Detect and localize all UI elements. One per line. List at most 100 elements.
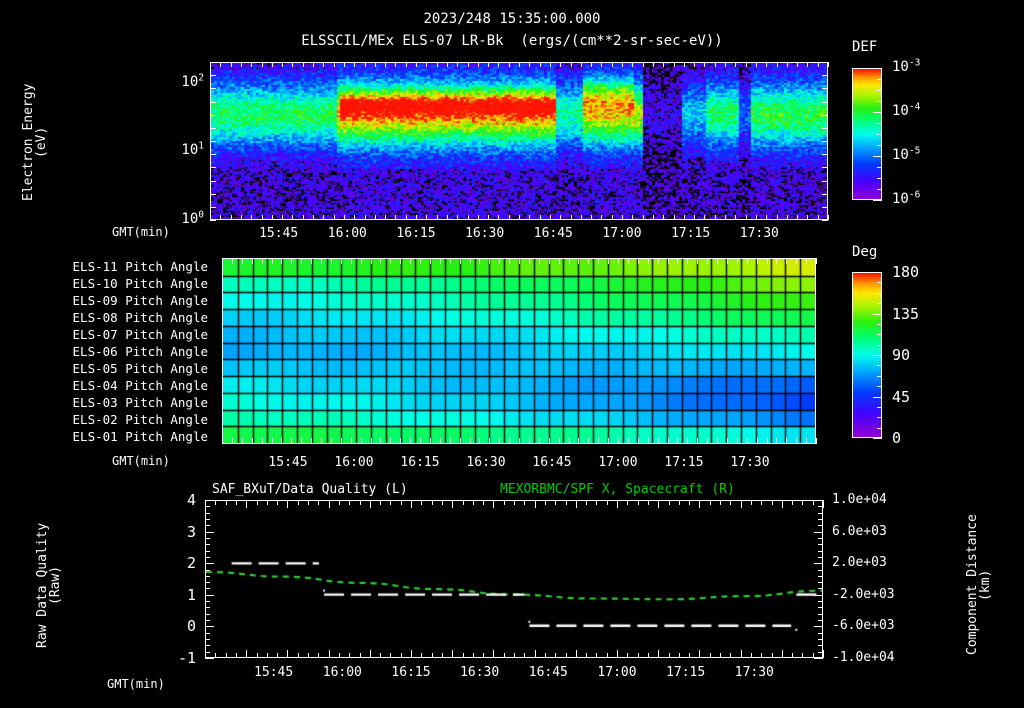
pitch-angle-xtick-label: 16:15 — [400, 455, 440, 470]
timeseries-xlabel: GMT(min) — [107, 677, 165, 691]
timeseries-xtick-label: 15:45 — [254, 665, 294, 680]
colorbar-tick — [877, 282, 882, 284]
spectrogram-xtick-label: 16:30 — [465, 226, 505, 241]
colorbar-tick — [877, 406, 882, 408]
axis-tick — [822, 220, 828, 221]
timeseries-canvas — [206, 501, 822, 657]
pitch-angle-row-label: ELS-07 Pitch Angle — [72, 327, 208, 343]
spectrogram-xtick-label: 16:15 — [396, 226, 436, 241]
colorbar-tick — [873, 112, 882, 113]
pitch-angle-canvas — [223, 259, 815, 443]
axis-tick — [814, 658, 823, 659]
pitch-angle-row-label: ELS-04 Pitch Angle — [72, 377, 208, 393]
timeseries-ytick-label-right: 6.0e+03 — [832, 523, 887, 539]
pitch-angle-row-label: ELS-10 Pitch Angle — [72, 276, 208, 292]
colorbar-tick — [877, 344, 882, 346]
pitch-angle-xtick-label: 17:15 — [664, 455, 704, 470]
spectrogram-plot[interactable] — [210, 62, 828, 220]
deg-colorbar-tick-label: 0 — [892, 429, 902, 447]
colorbar-tick — [877, 134, 882, 135]
timeseries-ytick-label-left: 2 — [186, 554, 196, 573]
axis-tick — [828, 215, 829, 220]
timeseries-xtick-label: 17:00 — [597, 665, 637, 680]
colorbar-tick — [877, 334, 882, 336]
axis-tick — [210, 220, 216, 221]
pitch-angle-xlabel: GMT(min) — [112, 454, 170, 468]
spectrogram-xtick-label: 17:00 — [602, 226, 642, 241]
axis-tick — [823, 500, 824, 508]
timeseries-ytick-label-left: -1 — [177, 649, 196, 667]
def-colorbar-tick-label: 10-3 — [892, 57, 921, 75]
colorbar-tick — [877, 375, 882, 377]
colorbar-tick — [873, 438, 882, 439]
colorbar-tick — [873, 313, 882, 315]
def-colorbar[interactable] — [852, 68, 882, 200]
spectrogram-ytick-label: 100 — [181, 209, 204, 227]
page-title: 2023/248 15:35:00.000 — [423, 11, 601, 27]
deg-colorbar-tick-label: 45 — [892, 387, 911, 406]
timeseries-ytick-label-right: -1.0e+04 — [832, 650, 895, 665]
timeseries-ytick-label-right: -2.0e+03 — [832, 586, 895, 602]
page-subtitle: ELSSCIL/MEx ELS-07 LR-Bk (ergs/(cm**2-sr… — [301, 33, 723, 49]
spectrogram-ylabel: Electron Energy (eV) — [21, 83, 49, 201]
axis-tick — [816, 438, 817, 444]
colorbar-tick — [877, 178, 882, 179]
colorbar-tick — [873, 68, 882, 69]
def-colorbar-ticks — [852, 68, 882, 201]
colorbar-tick — [873, 156, 882, 157]
colorbar-tick — [877, 90, 882, 91]
colorbar-tick — [877, 417, 882, 419]
colorbar-tick — [873, 200, 882, 201]
pitch-angle-xtick-label: 17:30 — [730, 455, 770, 470]
pitch-angle-row-label: ELS-03 Pitch Angle — [72, 394, 208, 410]
spectrogram-xtick-label: 16:45 — [533, 226, 573, 241]
pitch-angle-row-label: ELS-06 Pitch Angle — [72, 344, 208, 359]
timeseries-ytick-label-right: 1.0e+04 — [832, 492, 887, 507]
spectrogram-xlabel: GMT(min) — [112, 225, 170, 239]
colorbar-tick — [877, 101, 882, 102]
timeseries-xtick-label: 17:15 — [666, 665, 706, 680]
pitch-angle-row-label: ELS-01 Pitch Angle — [72, 428, 208, 444]
pitch-angle-row-label: ELS-02 Pitch Angle — [72, 411, 208, 427]
spectrogram-xtick-label: 17:15 — [671, 226, 711, 241]
spectrogram-ytick-label: 101 — [181, 140, 204, 159]
colorbar-tick — [877, 386, 882, 388]
def-colorbar-title: DEF — [852, 39, 878, 55]
timeseries-xtick-label: 16:45 — [528, 665, 568, 680]
timeseries-ytick-label-left: 3 — [186, 522, 196, 541]
pitch-angle-xtick-label: 15:45 — [268, 455, 308, 470]
timeseries-xtick-label: 17:30 — [734, 665, 774, 680]
timeseries-ytick-label-right: 2.0e+03 — [832, 555, 887, 571]
def-colorbar-tick-label: 10-6 — [892, 189, 921, 207]
timeseries-ytick-label-left: 1 — [186, 585, 196, 604]
timeseries-xtick-label: 16:00 — [322, 665, 362, 680]
def-colorbar-tick-label: 10-4 — [892, 101, 921, 119]
spectrogram-ytick-label: 102 — [181, 71, 204, 90]
deg-colorbar-title: Deg — [852, 244, 878, 260]
colorbar-tick — [877, 145, 882, 146]
pitch-angle-xtick-label: 16:30 — [466, 455, 506, 470]
pitch-angle-row-label: ELS-08 Pitch Angle — [72, 310, 208, 326]
deg-colorbar-tick-label: 180 — [892, 263, 920, 281]
colorbar-tick — [873, 396, 882, 398]
pitch-angle-row-label: ELS-09 Pitch Angle — [72, 293, 208, 309]
timeseries-plot[interactable] — [205, 500, 823, 658]
timeseries-title-right: MEXORBMC/SPF X, Spacecraft (R) — [500, 482, 735, 497]
colorbar-tick — [877, 79, 882, 80]
timeseries-ytick-label-right: -6.0e+03 — [832, 618, 895, 634]
timeseries-ytick-label-left: 4 — [186, 491, 196, 509]
pitch-angle-plot[interactable] — [222, 258, 816, 444]
pitch-angle-row-label: ELS-05 Pitch Angle — [72, 360, 208, 376]
deg-colorbar-tick-label: 90 — [892, 346, 911, 364]
colorbar-tick — [877, 427, 882, 429]
spectrogram-canvas — [211, 63, 827, 219]
timeseries-title-left: SAF_BXuT/Data Quality (L) — [212, 482, 408, 497]
colorbar-tick — [877, 303, 882, 305]
deg-colorbar-ticks — [852, 272, 882, 439]
spectrogram-xtick-label: 15:45 — [259, 226, 299, 241]
colorbar-tick — [877, 292, 882, 294]
def-colorbar-tick-label: 10-5 — [892, 145, 921, 163]
def-colorbar-gradient — [853, 69, 881, 199]
spectrogram-xtick-label: 17:30 — [739, 226, 779, 241]
